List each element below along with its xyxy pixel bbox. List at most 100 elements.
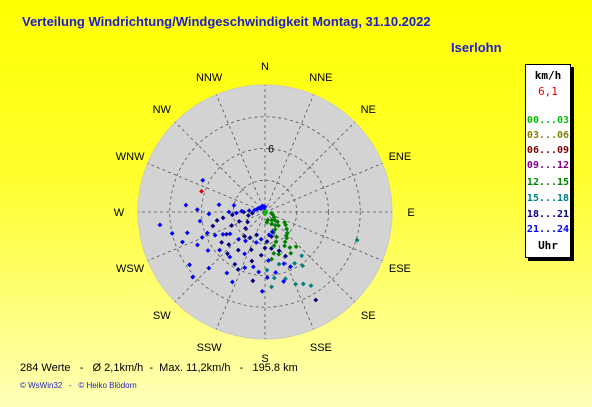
data-point <box>354 237 360 243</box>
data-point <box>293 281 299 287</box>
data-point <box>282 243 287 249</box>
direction-label-w: W <box>114 207 125 219</box>
data-point <box>180 239 185 245</box>
direction-labels: N NNE NE ENE E ESE SE SSE S SSW SW WSW W WNW NW NNW <box>114 61 415 365</box>
data-point <box>242 233 247 239</box>
data-point <box>269 221 275 227</box>
data-point <box>266 232 272 238</box>
data-point <box>285 230 290 236</box>
direction-label-wsw: WSW <box>116 263 145 275</box>
data-point <box>262 204 268 210</box>
data-point <box>284 226 290 232</box>
data-point <box>197 218 203 224</box>
data-point <box>264 220 270 225</box>
data-point <box>300 281 306 287</box>
data-point <box>259 288 265 294</box>
data-points <box>157 177 360 303</box>
data-point <box>214 218 220 223</box>
data-point <box>258 252 264 258</box>
data-point <box>232 261 238 267</box>
data-point <box>236 219 242 224</box>
data-point <box>269 246 274 251</box>
legend-range-7: 21...24 <box>526 224 570 235</box>
direction-label-n: N <box>261 61 269 73</box>
data-point <box>243 225 248 231</box>
ring-label: 6 <box>268 144 274 156</box>
grid-ring <box>169 116 361 308</box>
legend-footer-label: Uhr <box>538 239 558 252</box>
data-point <box>281 261 287 267</box>
data-point <box>235 247 241 253</box>
direction-label-sse: SSE <box>310 342 332 354</box>
data-point <box>262 245 268 251</box>
data-point <box>184 230 190 236</box>
data-point <box>254 232 260 238</box>
data-point <box>206 265 212 271</box>
data-point <box>273 222 278 228</box>
direction-label-ene: ENE <box>389 151 412 163</box>
data-point <box>264 239 270 244</box>
data-point <box>246 213 251 218</box>
data-point <box>206 211 212 217</box>
legend-unit: km/h <box>534 69 562 82</box>
data-point <box>229 279 235 285</box>
legend-range-2: 06...09 <box>526 145 570 156</box>
chart-title: Verteilung Windrichtung/Windgeschwindigk… <box>22 14 431 29</box>
direction-label-sw: SW <box>153 310 171 322</box>
data-point <box>229 223 235 228</box>
data-point <box>235 267 241 272</box>
data-point <box>264 267 270 273</box>
data-point <box>273 239 279 245</box>
data-point <box>194 207 200 213</box>
data-point <box>157 222 163 228</box>
data-point <box>283 222 289 228</box>
direction-label-se: SE <box>361 310 376 322</box>
grid-ring <box>201 148 329 276</box>
data-point <box>242 265 248 271</box>
data-point <box>169 231 175 236</box>
data-point <box>234 210 239 216</box>
data-point <box>269 229 275 235</box>
data-point <box>187 262 192 268</box>
legend-range-4: 12...15 <box>526 177 570 188</box>
data-point <box>249 258 255 264</box>
data-point <box>220 231 226 237</box>
data-point <box>227 231 233 237</box>
direction-label-s: S <box>261 353 268 365</box>
data-point <box>276 248 282 254</box>
direction-label-e: E <box>407 207 414 219</box>
data-point <box>283 253 288 259</box>
copyright-footer: © WsWin32 - © Heiko Blödorn <box>20 381 137 390</box>
data-point <box>287 245 293 250</box>
data-point <box>276 223 281 228</box>
data-point <box>229 212 235 218</box>
data-point <box>308 283 314 288</box>
legend-range-0: 00...03 <box>526 115 570 126</box>
data-point <box>245 219 250 225</box>
data-point <box>226 209 232 215</box>
stats-summary: 284 Werte - Ø 2,1km/h - Max. 11,2km/h - … <box>20 362 298 374</box>
legend-range-1: 03...06 <box>526 130 570 141</box>
data-point <box>273 270 279 275</box>
data-point <box>247 235 253 241</box>
data-point <box>249 210 255 216</box>
direction-label-ne: NE <box>361 104 376 116</box>
data-point <box>224 231 229 237</box>
data-point <box>293 244 299 250</box>
data-point <box>299 253 305 259</box>
legend-range-6: 18...21 <box>526 209 570 220</box>
data-point <box>248 247 254 253</box>
data-point <box>239 208 245 214</box>
direction-label-ese: ESE <box>389 263 411 275</box>
data-point <box>262 211 268 217</box>
legend-range-5: 15...18 <box>526 193 570 204</box>
data-point <box>313 297 319 303</box>
data-point <box>250 278 256 284</box>
data-point <box>263 208 269 214</box>
data-point <box>256 269 262 275</box>
legend-box: km/h 6,1 00...03 03...06 06...09 09...12… <box>525 64 571 258</box>
data-point <box>276 261 282 267</box>
data-point <box>300 263 306 269</box>
direction-label-nnw: NNW <box>196 72 223 84</box>
